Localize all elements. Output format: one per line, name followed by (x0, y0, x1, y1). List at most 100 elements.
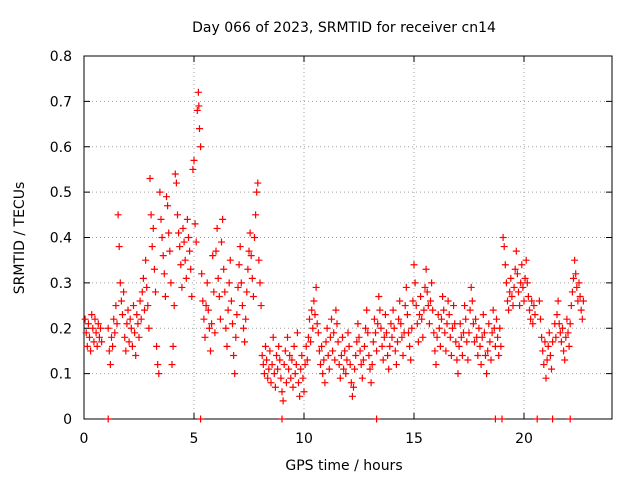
data-point (333, 320, 341, 328)
data-point (286, 351, 294, 359)
data-point (402, 283, 410, 291)
data-point (571, 256, 579, 264)
data-point (197, 143, 205, 151)
data-point (192, 238, 200, 246)
data-point (275, 342, 283, 350)
data-point (458, 351, 466, 359)
data-point (560, 347, 568, 355)
data-point (105, 347, 113, 355)
data-point (126, 315, 134, 323)
data-point (493, 315, 500, 323)
data-point (324, 351, 332, 359)
data-point (373, 347, 381, 355)
data-point (497, 342, 505, 350)
data-point (346, 361, 354, 369)
data-point (160, 270, 168, 278)
data-point (517, 279, 525, 287)
data-point (262, 342, 269, 350)
chart-title: Day 066 of 2023, SRMTID for receiver cn1… (192, 20, 496, 36)
data-point (479, 311, 487, 319)
data-point (130, 302, 137, 310)
data-point (419, 333, 427, 341)
data-point (467, 283, 475, 291)
data-point (113, 320, 121, 328)
data-point (358, 374, 366, 382)
data-point (208, 320, 216, 328)
data-point (138, 288, 146, 296)
data-point (317, 361, 324, 369)
data-point (416, 311, 423, 319)
data-point (260, 370, 268, 378)
data-point (245, 247, 253, 255)
data-point (355, 333, 363, 341)
data-point (295, 379, 302, 387)
data-point (538, 333, 546, 341)
data-point (554, 297, 562, 305)
data-point (149, 224, 157, 232)
data-point (366, 365, 374, 373)
data-point (156, 188, 164, 196)
data-point (189, 165, 197, 173)
data-point (504, 297, 511, 305)
data-point (279, 397, 287, 405)
data-point (86, 333, 93, 341)
data-point (352, 351, 360, 359)
data-point (306, 315, 313, 323)
data-point (375, 292, 383, 300)
data-point (478, 333, 486, 341)
data-point (280, 361, 288, 369)
data-point (498, 415, 506, 423)
data-point (214, 274, 222, 282)
data-point (221, 288, 229, 296)
data-point (450, 302, 458, 310)
data-point (563, 315, 571, 323)
data-point (370, 315, 378, 323)
data-point (442, 347, 450, 355)
data-point (434, 311, 442, 319)
data-point (167, 279, 175, 287)
data-point (398, 333, 406, 341)
data-point (555, 320, 563, 328)
data-point (424, 302, 432, 310)
data-point (454, 370, 462, 378)
data-point (386, 342, 394, 350)
data-point (123, 320, 131, 328)
data-point (501, 261, 509, 269)
data-point (281, 347, 289, 355)
data-point (553, 311, 561, 319)
data-point (511, 265, 519, 273)
data-point (508, 292, 516, 300)
x-tick-label: 10 (295, 431, 313, 447)
data-point (87, 347, 95, 355)
data-point (148, 243, 156, 251)
data-point (385, 365, 393, 373)
data-point (484, 347, 492, 355)
data-point (231, 370, 239, 378)
data-point (374, 320, 382, 328)
data-point (90, 338, 98, 346)
y-tick-label: 0.4 (50, 231, 72, 247)
data-point (172, 179, 180, 187)
data-point (332, 306, 340, 314)
data-point (266, 347, 274, 355)
data-point (447, 351, 455, 359)
data-point (441, 329, 449, 337)
data-point (412, 302, 420, 310)
data-point (471, 338, 478, 346)
data-point (141, 306, 148, 314)
data-point (137, 315, 145, 323)
data-point (297, 365, 305, 373)
data-point (121, 333, 129, 341)
grid-layer (84, 56, 612, 419)
data-point (408, 324, 416, 332)
data-point (298, 351, 306, 359)
data-point (391, 347, 399, 355)
data-point (401, 302, 409, 310)
data-point (104, 324, 112, 332)
data-point (466, 306, 474, 314)
data-point (284, 333, 291, 341)
data-point (528, 297, 536, 305)
data-point (410, 261, 418, 269)
data-point (453, 356, 461, 364)
